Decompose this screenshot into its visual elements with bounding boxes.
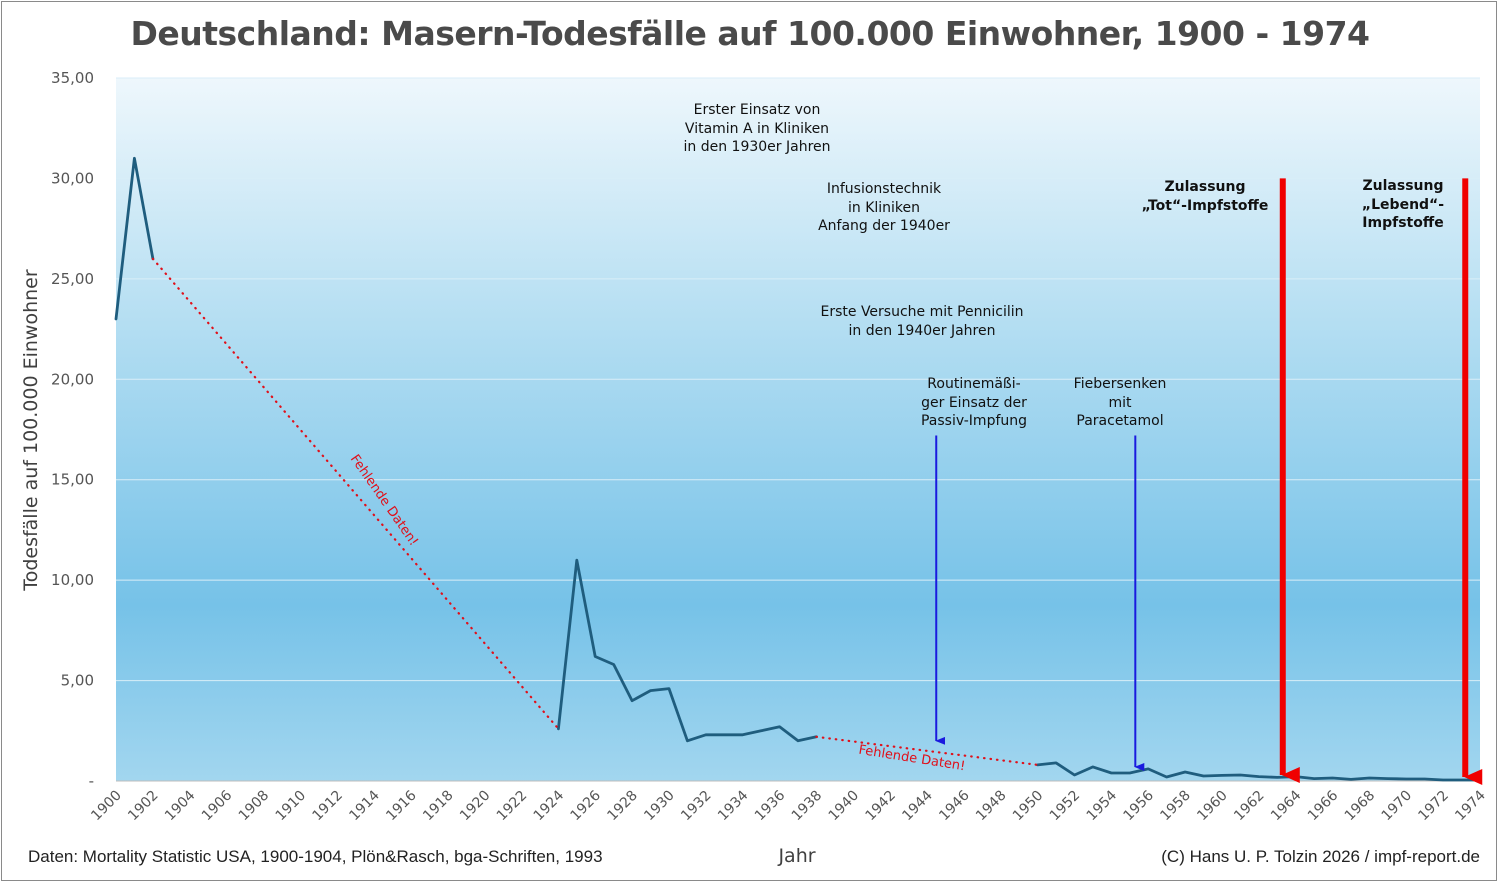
y-tick-label: 20,00	[51, 370, 94, 388]
x-tick-label: 1940	[826, 788, 863, 825]
x-tick-label: 1910	[273, 788, 310, 825]
x-tick-label: 1964	[1268, 787, 1305, 824]
x-tick-label: 1908	[236, 788, 273, 825]
data-source: Daten: Mortality Statistic USA, 1900-190…	[28, 847, 603, 866]
x-tick-label: 1962	[1231, 788, 1268, 825]
y-tick-label: 10,00	[51, 571, 94, 589]
x-tick-label: 1924	[531, 787, 568, 824]
x-tick-label: 1968	[1342, 788, 1379, 825]
x-tick-label: 1918	[420, 788, 457, 825]
annotation-live-vaccine: Zulassung „Lebend“- Impfstoffe	[1361, 178, 1445, 231]
x-tick-label: 1972	[1415, 788, 1452, 825]
annotation-passive-vaccination: Routinemäßi- ger Einsatz der Passiv-Impf…	[920, 376, 1028, 429]
annotation-dead-vaccine: Zulassung „Tot“-Impfstoffe	[1141, 179, 1269, 214]
x-tick-label: 1954	[1084, 787, 1121, 824]
x-tick-label: 1948	[973, 788, 1010, 825]
x-axis-label: Jahr	[778, 845, 816, 867]
x-tick-label: 1914	[346, 787, 383, 824]
data-series-line	[114, 156, 155, 321]
data-series-line	[1036, 761, 1482, 782]
x-tick-label: 1922	[494, 788, 531, 825]
data-series-line	[557, 558, 818, 743]
x-tick-label: 1904	[162, 787, 199, 824]
x-tick-label: 1960	[1194, 788, 1231, 825]
x-tick-label: 1916	[383, 787, 420, 824]
x-tick-label: 1906	[199, 787, 236, 824]
x-tick-label: 1936	[752, 787, 789, 824]
y-tick-label: 15,00	[51, 471, 94, 489]
annotation-infusion: Infusionstechnik in Kliniken Anfang der …	[818, 181, 950, 234]
chart-title: Deutschland: Masern-Todesfälle auf 100.0…	[130, 14, 1370, 53]
annotation-penicillin: Erste Versuche mit Pennicilin in den 194…	[820, 304, 1024, 339]
copyright: (C) Hans U. P. Tolzin 2026 / impf-report…	[1161, 847, 1480, 866]
x-tick-label: 1928	[604, 788, 641, 825]
x-tick-label: 1974	[1452, 787, 1489, 824]
missing-data-line	[151, 257, 560, 730]
y-tick-label: 25,00	[51, 270, 94, 288]
annotation-paracetamol: Fiebersenken mit Paracetamol	[1073, 376, 1167, 429]
x-tick-label: 1944	[899, 787, 936, 824]
x-tick-label: 1920	[457, 788, 494, 825]
x-tick-label: 1932	[678, 788, 715, 825]
y-tick-label: 5,00	[61, 672, 94, 690]
y-tick-label: -	[89, 772, 94, 790]
x-tick-label: 1966	[1305, 787, 1342, 824]
x-tick-label: 1970	[1379, 788, 1416, 825]
annotation-vitamin-a: Erster Einsatz von Vitamin A in Kliniken…	[683, 102, 831, 155]
x-tick-label: 1930	[641, 788, 678, 825]
y-tick-label: 30,00	[51, 169, 94, 187]
x-tick-label: 1946	[936, 787, 973, 824]
x-tick-label: 1900	[88, 788, 125, 825]
x-tick-label: 1912	[310, 788, 347, 825]
x-tick-label: 1950	[1010, 788, 1047, 825]
x-tick-label: 1956	[1121, 787, 1158, 824]
x-tick-label: 1926	[568, 787, 605, 824]
x-tick-label: 1938	[789, 788, 826, 825]
y-tick-label: 35,00	[51, 69, 94, 87]
x-tick-label: 1942	[862, 788, 899, 825]
x-tick-label: 1902	[125, 788, 162, 825]
x-tick-label: 1958	[1157, 788, 1194, 825]
plot-area	[116, 78, 1480, 781]
x-tick-label: 1952	[1047, 788, 1084, 825]
x-tick-label: 1934	[715, 787, 752, 824]
missing-data-line	[815, 735, 1039, 767]
